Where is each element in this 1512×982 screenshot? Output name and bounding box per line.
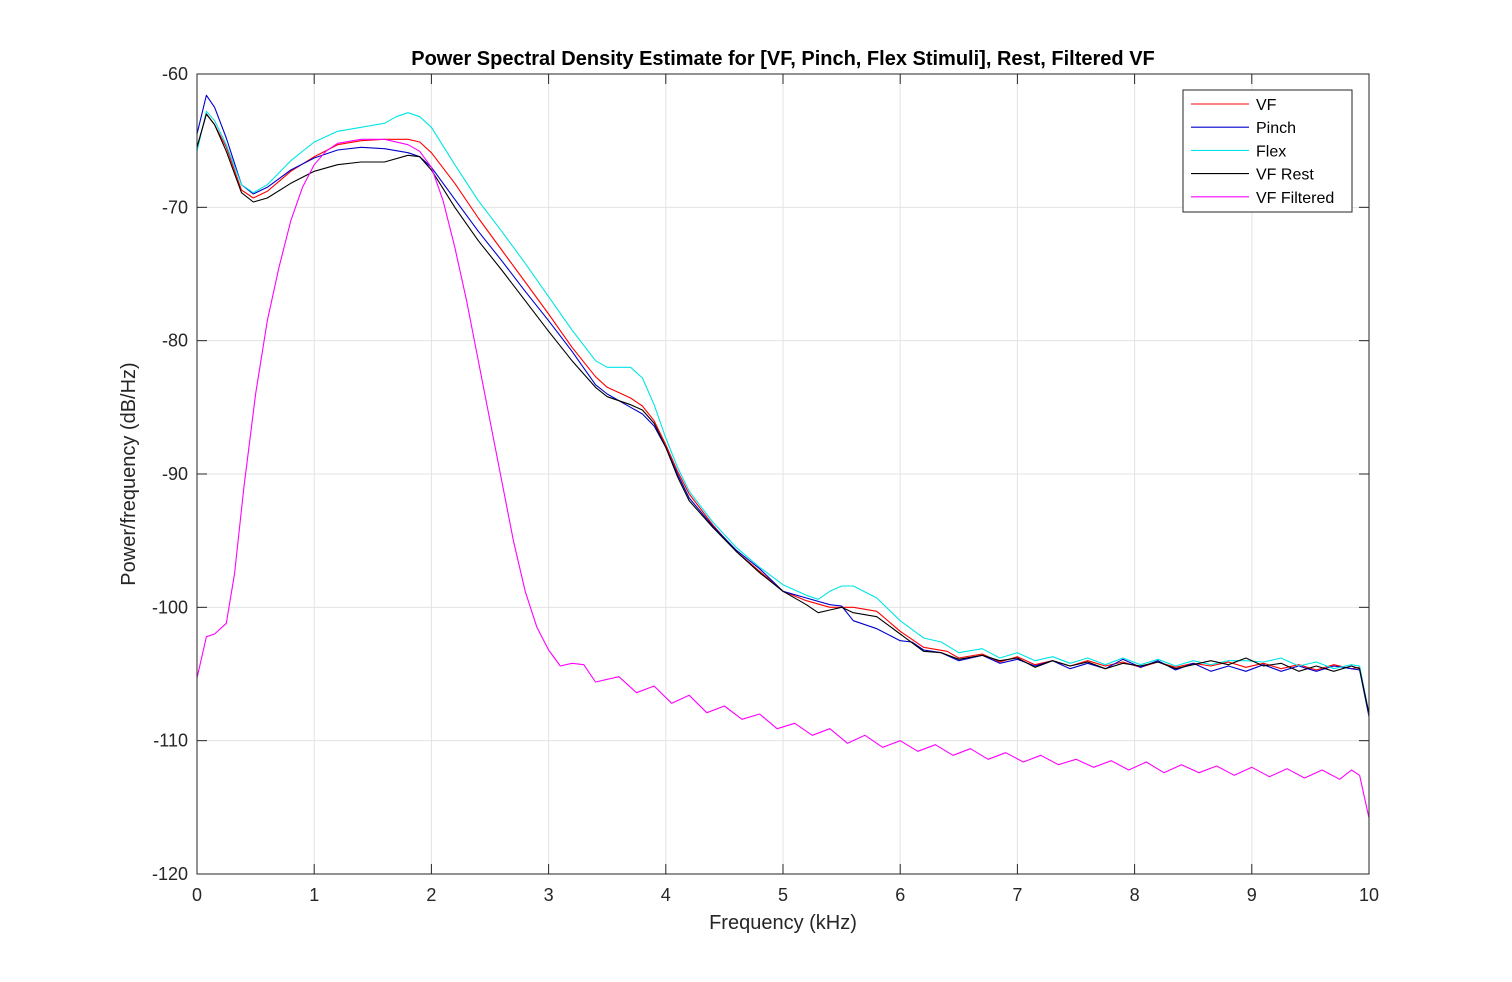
chart-title: Power Spectral Density Estimate for [VF,… [411, 48, 1155, 70]
x-tick-label: 0 [192, 885, 202, 905]
x-tick-label: 10 [1359, 885, 1379, 905]
series-line-vf-rest [197, 113, 1369, 715]
y-tick-label: -120 [152, 864, 188, 884]
x-tick-label: 6 [895, 885, 905, 905]
x-tick-label: 7 [1012, 885, 1022, 905]
x-axis-label: Frequency (kHz) [709, 912, 857, 934]
x-tick-label: 4 [661, 885, 671, 905]
y-tick-label: -80 [162, 331, 188, 351]
x-tick-label: 9 [1247, 885, 1257, 905]
series-line-vf-filtered [197, 138, 1369, 819]
x-axis-ticks: 0 1 2 3 4 5 6 7 8 9 10 [192, 74, 1379, 905]
y-axis-ticks: -120 -110 -100 -90 -80 -70 -60 [152, 64, 1369, 884]
y-axis-label: Power/frequency (dB/Hz) [118, 362, 140, 585]
x-tick-label: 3 [544, 885, 554, 905]
x-tick-label: 5 [778, 885, 788, 905]
legend-entry-label: Pinch [1256, 120, 1296, 137]
series-line-pinch [197, 94, 1369, 717]
y-tick-label: -70 [162, 197, 188, 217]
legend-box [1182, 89, 1353, 213]
x-tick-label: 8 [1130, 885, 1140, 905]
legend-entry-label: VF [1256, 97, 1277, 114]
legend: VF Pinch Flex VF Rest VF Filtered [1182, 89, 1353, 213]
y-tick-label: -90 [162, 464, 188, 484]
series-line-flex [197, 110, 1369, 715]
legend-entry-label: VF Filtered [1256, 190, 1334, 207]
y-tick-label: -100 [152, 597, 188, 617]
series-group [197, 94, 1369, 819]
legend-entry-label: Flex [1256, 143, 1286, 160]
x-tick-label: 1 [309, 885, 319, 905]
y-tick-label: -110 [153, 731, 188, 751]
x-tick-label: 2 [426, 885, 436, 905]
y-tick-label: -60 [162, 64, 188, 84]
legend-entry-label: VF Rest [1256, 167, 1314, 184]
